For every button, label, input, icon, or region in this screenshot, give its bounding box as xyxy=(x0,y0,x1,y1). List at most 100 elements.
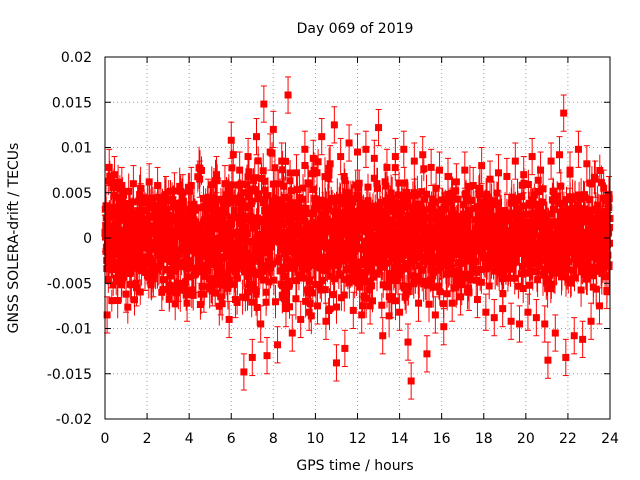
data-point xyxy=(473,280,481,319)
point-marker xyxy=(537,166,545,174)
data-point xyxy=(520,156,528,194)
data-point xyxy=(503,157,511,196)
point-marker xyxy=(162,191,170,199)
data-point xyxy=(274,326,282,364)
point-marker xyxy=(266,148,274,156)
data-point xyxy=(208,269,216,307)
point-marker xyxy=(478,162,486,170)
point-marker xyxy=(465,288,473,296)
data-point xyxy=(314,287,322,325)
point-marker xyxy=(288,329,296,337)
y-tick-label: 0.005 xyxy=(52,186,92,202)
data-point xyxy=(322,302,330,340)
point-marker xyxy=(532,314,540,322)
data-point xyxy=(341,329,349,368)
point-marker xyxy=(379,332,387,340)
data-point xyxy=(410,142,418,180)
data-point xyxy=(427,148,435,187)
point-marker xyxy=(457,293,465,301)
point-marker xyxy=(118,182,126,190)
point-marker xyxy=(297,315,305,323)
data-point xyxy=(248,338,256,377)
point-marker xyxy=(358,311,366,319)
data-point xyxy=(332,344,340,382)
data-point xyxy=(187,166,195,205)
data-point xyxy=(387,280,395,319)
point-marker xyxy=(436,166,444,174)
data-point xyxy=(107,251,115,289)
data-point xyxy=(537,151,545,189)
point-marker xyxy=(227,136,235,144)
data-point xyxy=(158,273,166,311)
point-marker xyxy=(349,306,357,314)
point-marker xyxy=(248,353,256,361)
data-point xyxy=(603,271,611,310)
point-marker xyxy=(208,284,216,292)
data-point xyxy=(431,296,439,334)
data-point xyxy=(137,183,145,221)
point-marker xyxy=(448,299,456,307)
data-point xyxy=(225,300,233,339)
data-point xyxy=(345,124,353,162)
point-marker xyxy=(387,296,395,304)
point-marker xyxy=(231,296,239,304)
point-marker xyxy=(187,182,195,190)
data-point xyxy=(461,151,469,189)
y-tick-label: 0.02 xyxy=(61,50,92,66)
x-tick-label: 16 xyxy=(433,431,451,447)
data-point xyxy=(179,174,187,212)
data-point xyxy=(600,169,608,207)
data-point xyxy=(105,148,113,187)
data-point xyxy=(253,118,260,156)
data-point xyxy=(560,94,568,132)
data-point xyxy=(196,160,204,198)
data-point xyxy=(110,156,118,194)
point-marker xyxy=(490,314,498,322)
point-marker xyxy=(544,356,552,364)
data-point xyxy=(423,335,431,373)
point-marker xyxy=(354,148,361,156)
point-marker xyxy=(175,279,183,287)
data-point xyxy=(122,275,130,313)
data-point xyxy=(227,121,235,159)
point-marker xyxy=(309,154,317,162)
data-point xyxy=(200,275,208,313)
point-marker xyxy=(179,189,187,197)
point-marker xyxy=(154,182,162,190)
data-point xyxy=(260,85,268,123)
data-point xyxy=(114,262,122,301)
data-point xyxy=(236,151,244,189)
point-marker xyxy=(419,151,427,159)
point-marker xyxy=(326,160,334,168)
point-marker xyxy=(499,305,507,313)
data-point xyxy=(217,278,225,316)
point-marker xyxy=(126,202,134,210)
point-marker xyxy=(260,100,268,108)
data-point xyxy=(278,142,286,180)
data-point xyxy=(330,106,338,144)
data-point xyxy=(154,166,162,205)
x-tick-label: 0 xyxy=(101,431,110,447)
point-marker xyxy=(560,109,568,117)
data-point xyxy=(269,110,277,148)
point-marker xyxy=(603,286,611,294)
data-point xyxy=(547,142,555,180)
x-tick-labels: 0 2 4 6 8 10 12 14 16 18 20 22 24 xyxy=(101,431,619,447)
point-marker xyxy=(337,153,345,161)
data-point xyxy=(587,302,595,340)
point-marker xyxy=(345,139,353,147)
point-marker xyxy=(570,332,578,340)
point-marker xyxy=(318,133,326,141)
data-point xyxy=(166,257,174,295)
data-point xyxy=(375,108,383,147)
point-marker xyxy=(404,338,412,346)
point-marker xyxy=(407,377,415,385)
data-point xyxy=(465,273,473,311)
data-point xyxy=(162,175,170,214)
data-point xyxy=(282,289,290,328)
data-point xyxy=(358,296,366,334)
data-point xyxy=(175,264,183,302)
x-tick-label: 14 xyxy=(391,431,409,447)
point-marker xyxy=(396,308,404,316)
data-point xyxy=(391,137,399,176)
